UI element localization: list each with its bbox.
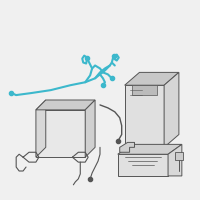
Polygon shape: [164, 72, 179, 147]
Polygon shape: [120, 142, 135, 152]
Polygon shape: [132, 85, 157, 95]
Polygon shape: [85, 100, 95, 157]
Polygon shape: [36, 100, 95, 110]
Polygon shape: [168, 144, 182, 176]
Polygon shape: [125, 72, 179, 85]
Polygon shape: [118, 144, 182, 154]
Polygon shape: [36, 100, 46, 157]
Polygon shape: [125, 85, 164, 147]
Polygon shape: [118, 154, 168, 176]
Bar: [175, 152, 183, 160]
Polygon shape: [36, 110, 85, 157]
